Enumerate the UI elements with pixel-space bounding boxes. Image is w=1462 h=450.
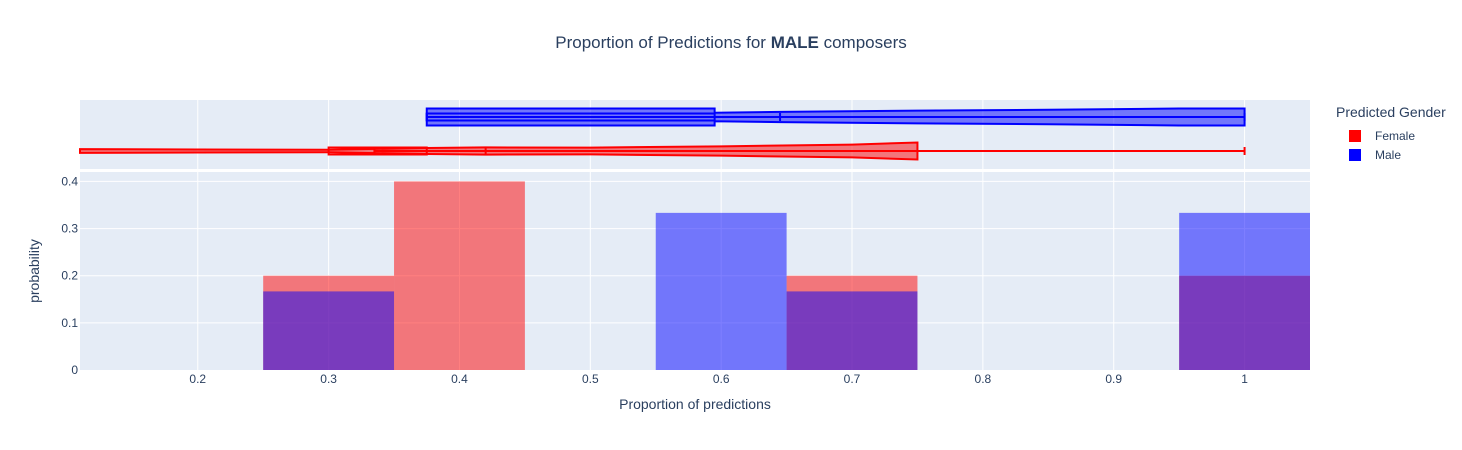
legend-swatch-female: [1349, 129, 1361, 142]
legend-title: Predicted Gender: [1336, 104, 1446, 120]
y-axis-label: probability: [26, 239, 42, 303]
bar-male: [655, 212, 787, 370]
chart-title: Proportion of Predictions for MALE compo…: [555, 33, 907, 52]
bar-male: [263, 291, 395, 370]
x-tick-label: 0.4: [451, 372, 468, 386]
legend-label-female: Female: [1375, 128, 1416, 143]
legend: Predicted Gender Female Male: [1336, 104, 1446, 164]
x-tick-label: 0.6: [713, 372, 730, 386]
x-tick-label: 0.3: [320, 372, 337, 386]
x-tick-label: 0.5: [582, 372, 599, 386]
y-tick-label: 0.2: [61, 269, 78, 283]
x-tick-label: 0.7: [844, 372, 861, 386]
x-tick-label: 1: [1241, 372, 1248, 386]
x-tick-label: 0.2: [189, 372, 206, 386]
bar-male: [786, 291, 918, 370]
x-axis-label: Proportion of predictions: [619, 396, 771, 412]
legend-swatch-male: [1349, 148, 1361, 161]
y-tick-label: 0: [71, 363, 78, 377]
x-tick-label: 0.8: [975, 372, 992, 386]
legend-item-male[interactable]: Male: [1336, 145, 1446, 164]
bar-male: [1179, 212, 1310, 370]
bar-female: [394, 181, 525, 370]
legend-item-female[interactable]: Female: [1336, 126, 1446, 145]
y-tick-label: 0.3: [61, 222, 78, 236]
y-tick-label: 0.4: [61, 174, 78, 188]
y-tick-label: 0.1: [61, 316, 78, 330]
x-tick-label: 0.9: [1105, 372, 1122, 386]
legend-label-male: Male: [1375, 147, 1402, 162]
